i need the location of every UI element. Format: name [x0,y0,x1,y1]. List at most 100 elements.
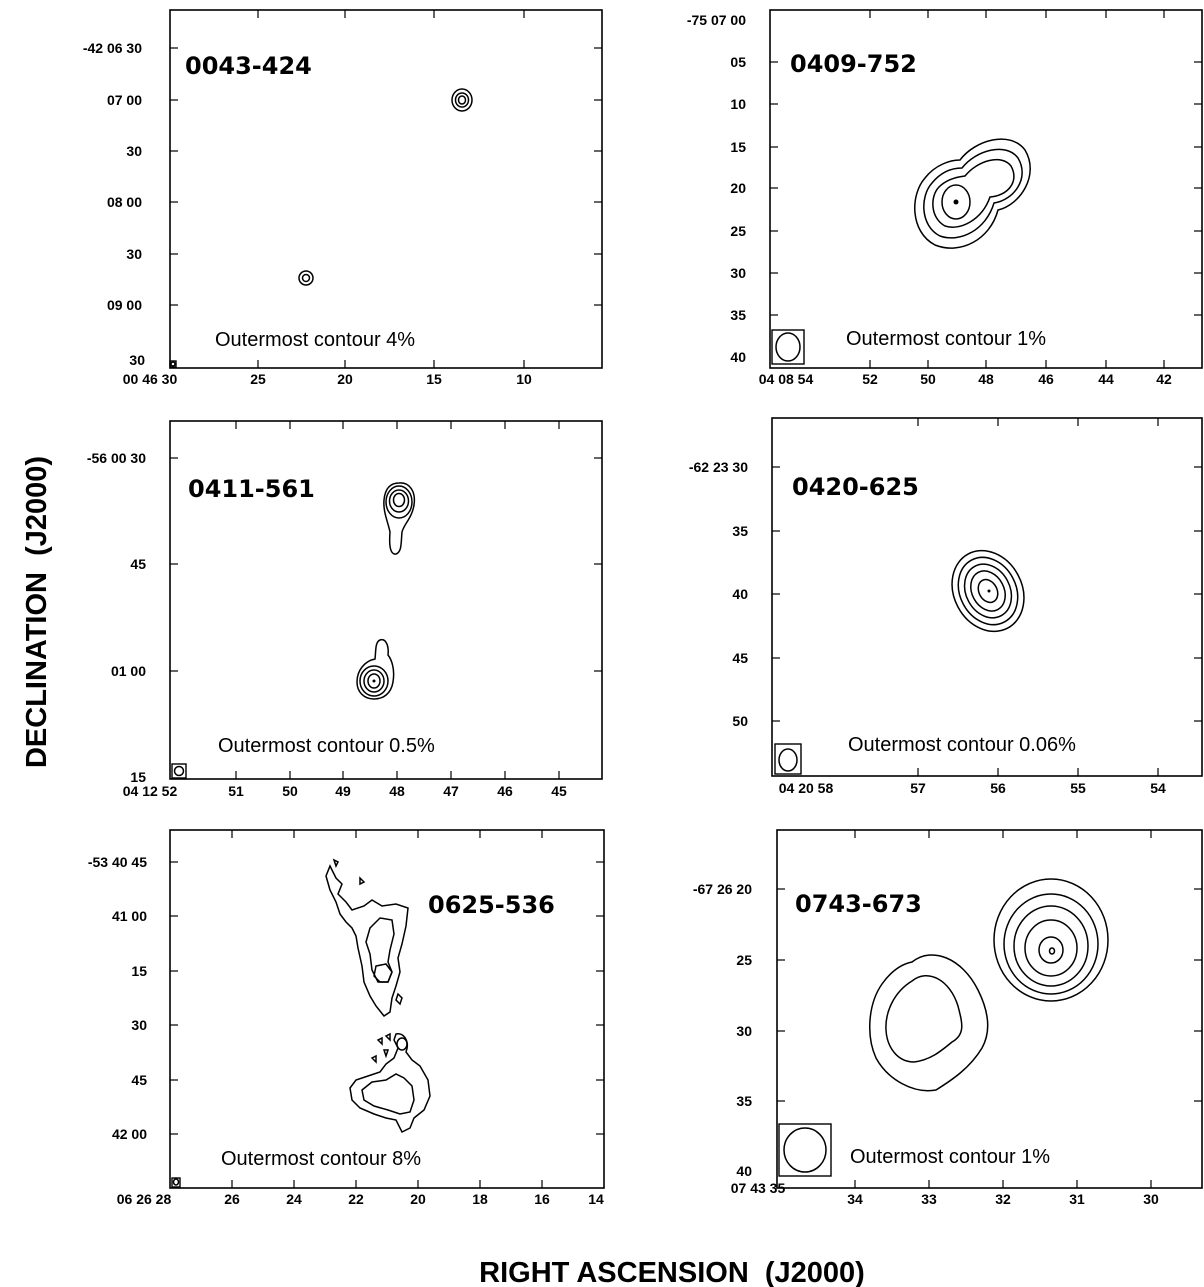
y-tick-label: 45 [732,650,748,666]
y-tick-label: -62 23 30 [689,459,748,475]
contour-map [298,88,473,286]
panel-ticks [772,418,1202,776]
x-tick-label: 56 [990,780,1006,796]
x-tick-label: 50 [282,783,298,799]
y-tick-label: 40 [736,1163,752,1179]
contour-note: Outermost contour 4% [215,329,415,351]
x-tick-labels: 04 12 52 51 50 49 48 47 46 45 [123,783,567,799]
x-tick-label: 47 [443,783,459,799]
panel-frame [169,829,605,1189]
y-tick-label: 01 00 [111,663,146,679]
y-tick-label: 10 [730,96,746,112]
contour-map [325,858,431,1134]
x-tick-label: 42 [1156,371,1172,387]
x-tick-label: 14 [588,1191,604,1207]
panel-0625-536: -53 40 45 41 00 15 30 45 42 00 06 26 28 … [88,829,605,1207]
y-tick-label: 35 [730,307,746,323]
y-tick-label: 30 [129,352,145,368]
x-axis-title: RIGHT ASCENSION (J2000) [479,1257,865,1287]
x-tick-label: 16 [534,1191,550,1207]
contour-note: Outermost contour 1% [850,1146,1050,1168]
y-tick-label: -53 40 45 [88,854,147,870]
x-tick-labels: 04 08 54 52 50 48 46 44 42 [759,371,1172,387]
beam-marker [171,1177,181,1188]
source-name: 0409-752 [790,50,917,78]
x-tick-label: 31 [1069,1191,1085,1207]
y-tick-label: 20 [730,180,746,196]
panel-0420-625: -62 23 30 35 40 45 50 04 20 58 57 56 55 … [689,417,1203,796]
source-name: 0743-673 [795,890,922,918]
x-tick-label: 44 [1098,371,1114,387]
panel-0743-673: -67 26 20 25 30 35 40 07 43 35 34 33 32 … [693,829,1203,1207]
panel-frame [169,9,603,369]
panel-ticks [170,830,604,1188]
panel-frame [776,829,1203,1189]
x-tick-label: 07 43 35 [731,1180,786,1196]
panel-ticks [170,10,602,368]
y-tick-label: 09 00 [107,297,142,313]
x-tick-label: 06 26 28 [117,1191,172,1207]
panel-ticks [170,421,602,779]
panel-frame [169,420,603,780]
y-tick-labels: -42 06 30 07 00 30 08 00 30 09 00 30 [83,40,145,368]
source-name: 0625-536 [428,891,555,919]
x-tick-label: 26 [224,1191,240,1207]
y-tick-label: 42 00 [112,1126,147,1142]
y-tick-label: 41 00 [112,908,147,924]
x-tick-label: 20 [410,1191,426,1207]
y-tick-label: 15 [131,963,147,979]
y-tick-label: 30 [126,246,142,262]
x-tick-label: 57 [910,780,926,796]
x-tick-label: 52 [862,371,878,387]
x-tick-label: 48 [389,783,405,799]
x-tick-label: 33 [921,1191,937,1207]
y-tick-labels: -62 23 30 35 40 45 50 [689,459,748,729]
y-tick-label: 07 00 [107,92,142,108]
x-tick-label: 55 [1070,780,1086,796]
y-tick-label: -56 00 30 [87,450,146,466]
source-name: 0043-424 [185,52,312,80]
y-tick-label: 30 [736,1023,752,1039]
y-tick-label: 50 [732,713,748,729]
x-tick-label: 24 [286,1191,302,1207]
x-tick-label: 00 46 30 [123,371,178,387]
beam-marker [169,360,177,368]
x-tick-label: 15 [426,371,442,387]
y-tick-label: 35 [732,523,748,539]
panel-0411-561: -56 00 30 45 01 00 15 04 12 52 51 50 49 … [87,420,603,799]
y-tick-labels: -56 00 30 45 01 00 15 [87,450,146,785]
x-tick-label: 20 [337,371,353,387]
x-tick-labels: 06 26 28 26 24 22 20 18 16 14 [117,1191,604,1207]
y-tick-label: 40 [730,349,746,365]
x-tick-label: 22 [348,1191,364,1207]
y-tick-label: 05 [730,54,746,70]
x-tick-label: 30 [1143,1191,1159,1207]
panel-frame [771,417,1203,777]
x-tick-label: 25 [250,371,266,387]
contour-map [869,878,1109,1092]
x-tick-label: 49 [335,783,351,799]
y-tick-label: 45 [130,556,146,572]
y-axis-title: DECLINATION (J2000) [21,456,53,768]
contour-note: Outermost contour 8% [221,1148,421,1170]
y-tick-labels: -53 40 45 41 00 15 30 45 42 00 [88,854,147,1142]
contour-note: Outermost contour 1% [846,328,1046,350]
y-tick-label: 08 00 [107,194,142,210]
y-tick-label: 25 [736,952,752,968]
y-tick-label: 30 [730,265,746,281]
x-tick-labels: 07 43 35 34 33 32 31 30 [731,1180,1159,1207]
contour-note: Outermost contour 0.06% [848,734,1076,756]
beam-marker [771,329,805,365]
x-tick-labels: 04 20 58 57 56 55 54 [779,780,1166,796]
panel-ticks [770,10,1202,368]
x-tick-label: 04 12 52 [123,783,178,799]
beam-marker [171,763,187,779]
contour-note: Outermost contour 0.5% [218,735,435,757]
source-name: 0420-625 [792,473,919,501]
y-tick-label: -67 26 20 [693,881,752,897]
x-tick-label: 48 [978,371,994,387]
panel-ticks [777,830,1202,1188]
contour-map [951,549,1025,633]
source-name: 0411-561 [188,475,315,503]
y-tick-label: 15 [730,139,746,155]
